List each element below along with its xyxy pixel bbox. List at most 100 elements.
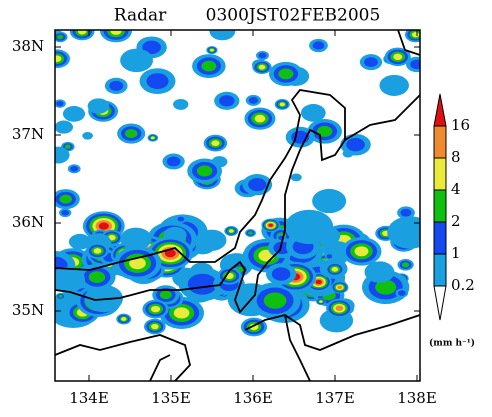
echo-cell: [278, 68, 294, 80]
echo-cell: [87, 98, 110, 114]
echo-cell: [271, 267, 291, 281]
echo-cell: [164, 249, 176, 258]
echo-cell: [285, 209, 334, 245]
colorbar-over: [433, 93, 447, 127]
colorbar-box: [433, 125, 447, 159]
echo-cell: [315, 279, 322, 285]
echo-cell: [159, 290, 172, 300]
radar-echoes: [55, 30, 420, 337]
lon-label: 134E: [69, 389, 109, 407]
echo-cell: [258, 52, 267, 59]
echo-cell: [58, 294, 63, 298]
echo-cell: [129, 257, 146, 270]
echo-cell: [55, 120, 73, 134]
colorbar: 0.2 1 2 4 8 16: [433, 93, 475, 321]
echo-cell: [77, 30, 87, 35]
echo-cell: [411, 32, 420, 38]
colorbar-unit: (mm h⁻¹): [429, 338, 475, 349]
echo-cell: [346, 137, 365, 152]
title-left: Radar: [114, 6, 167, 26]
echo-cell: [120, 48, 154, 73]
colorbar-label: 0.2: [451, 276, 475, 294]
colorbar-box: [433, 189, 447, 223]
echo-cell: [331, 266, 339, 272]
echo-cell: [173, 307, 190, 319]
echo-cell: [387, 216, 420, 249]
echo-cell: [300, 104, 326, 122]
colorbar-label: 1: [451, 244, 461, 262]
echo-cell: [187, 273, 218, 295]
echo-cell: [61, 210, 69, 216]
echo-cell: [151, 323, 159, 330]
colorbar-label: 16: [451, 116, 470, 134]
echo-cell: [354, 246, 369, 257]
echo-cell: [379, 74, 409, 96]
echo-cell: [201, 60, 217, 72]
echo-cell: [248, 231, 253, 235]
colorbar-box: [433, 221, 447, 255]
lon-label: 135E: [151, 389, 191, 407]
echo-cell: [248, 178, 267, 192]
echo-cell: [110, 30, 122, 35]
echo-cell: [166, 156, 181, 167]
echo-cell: [120, 227, 152, 250]
lat-label: 35N: [12, 301, 44, 319]
echo-cell: [375, 279, 397, 295]
lon-label: 137E: [315, 389, 355, 407]
echo-cell: [151, 305, 161, 313]
echo-cell: [248, 97, 259, 104]
echo-cell: [410, 59, 420, 70]
lat-label: 37N: [12, 125, 44, 143]
echo-cell: [98, 222, 109, 230]
echo-cell: [337, 285, 343, 290]
colorbar-label: 4: [451, 180, 461, 198]
echo-cell: [64, 144, 71, 149]
colorbar-under: [433, 285, 447, 321]
echo-cell: [228, 229, 234, 233]
echo-cell: [56, 34, 64, 40]
colorbar-label: 2: [451, 212, 461, 230]
echo-cell: [290, 173, 302, 182]
echo-cell: [177, 216, 185, 222]
echo-cell: [312, 41, 325, 50]
colorbar-label: 8: [451, 148, 461, 166]
echo-cell: [335, 305, 344, 311]
echo-cell: [56, 101, 64, 107]
echo-cell: [55, 55, 62, 63]
echo-cell: [93, 248, 102, 254]
echo-cell: [326, 254, 333, 259]
echo-cell: [88, 271, 106, 284]
echo-cell: [70, 166, 79, 172]
echo-cell: [397, 290, 406, 296]
coastlines: [55, 30, 420, 381]
echo-cell: [219, 95, 235, 107]
echo-cell: [173, 98, 189, 110]
echo-cell: [196, 165, 213, 177]
echo-cell: [400, 208, 412, 217]
echo-cell: [109, 80, 124, 91]
lat-label: 38N: [12, 37, 44, 55]
echo-cell: [364, 57, 378, 68]
echo-cell: [124, 129, 138, 139]
colorbar-box: [433, 157, 447, 191]
echo-cell: [62, 105, 86, 122]
echo-cell: [142, 40, 161, 55]
lon-label: 136E: [233, 389, 273, 407]
echo-cell: [55, 267, 86, 293]
echo-cell: [258, 64, 266, 70]
lon-label: 138E: [397, 389, 437, 407]
echo-cell: [364, 261, 395, 283]
echo-cell: [209, 30, 236, 41]
echo-cell: [279, 102, 285, 107]
echo-cell: [121, 317, 127, 321]
echo-cell: [317, 125, 333, 137]
echo-cell: [312, 188, 347, 214]
title-right: 0300JST02FEB2005: [206, 6, 381, 26]
echo-cell: [146, 73, 169, 90]
lat-label: 36N: [12, 213, 44, 231]
echo-cell: [319, 300, 323, 303]
echo-cell: [401, 262, 410, 268]
echo-cell: [393, 53, 403, 61]
echo-cell: [211, 140, 220, 147]
